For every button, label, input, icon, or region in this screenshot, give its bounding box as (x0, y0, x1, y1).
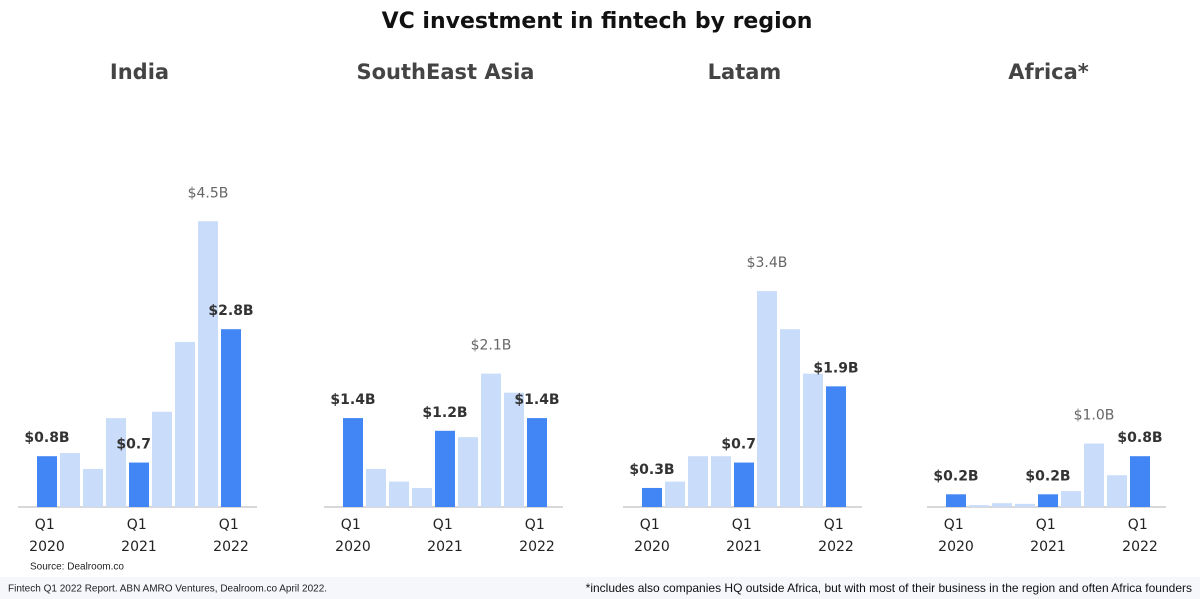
value-label: $3.4B (747, 255, 788, 271)
bar (826, 386, 846, 507)
bar (1038, 494, 1058, 507)
bar (60, 453, 80, 507)
bar (152, 411, 172, 507)
bar (969, 505, 989, 507)
footer-band (0, 577, 1200, 599)
x-tick-label: Q1 2022 (818, 517, 854, 555)
value-label: $1.4B (330, 392, 375, 408)
bar (527, 418, 547, 507)
bar (389, 481, 409, 507)
bar (665, 481, 685, 507)
bar (198, 221, 218, 507)
bar (1061, 491, 1081, 507)
panel-title: India (110, 60, 169, 84)
value-label: $1.2B (422, 405, 467, 421)
bar (1130, 456, 1150, 507)
x-tick-label: Q1 2022 (213, 517, 249, 555)
bar (343, 418, 363, 507)
bar (504, 392, 524, 507)
x-tick-label: Q1 2021 (1030, 517, 1066, 555)
bar (175, 341, 195, 507)
panel-title: SouthEast Asia (357, 60, 535, 84)
bar (37, 456, 57, 507)
value-label: $1.0B (1074, 408, 1115, 424)
bar (757, 291, 777, 507)
x-tick-label: Q1 2021 (427, 517, 463, 555)
bar (412, 487, 432, 507)
bar (734, 462, 754, 507)
bar (458, 437, 478, 507)
value-label: $2.1B (471, 338, 512, 354)
x-tick-label: Q1 2020 (29, 517, 65, 555)
bar (992, 503, 1012, 507)
bar (946, 494, 966, 507)
bar (83, 468, 103, 507)
footer: Fintech Q1 2022 Report. ABN AMRO Venture… (8, 584, 327, 595)
value-label: $0.7B (721, 437, 766, 453)
title: VC investment in fintech by region (382, 9, 813, 34)
bar (106, 418, 126, 507)
x-tick-label: Q1 2020 (938, 517, 974, 555)
value-label: $0.8B (1117, 430, 1162, 446)
bar (688, 456, 708, 507)
panel-title: Africa* (1008, 60, 1089, 84)
x-tick-label: Q1 2020 (335, 517, 371, 555)
bar (780, 329, 800, 507)
bar (642, 487, 662, 507)
bar (435, 430, 455, 507)
bar (129, 462, 149, 507)
value-label: $4.5B (188, 185, 229, 201)
bar (481, 373, 501, 507)
bar (711, 456, 731, 507)
bar (366, 468, 386, 507)
value-label: $0.2B (1025, 468, 1070, 484)
x-tick-label: Q1 2022 (1122, 517, 1158, 555)
value-label: $0.3B (629, 462, 674, 478)
x-tick-label: Q1 2022 (519, 517, 555, 555)
value-label: $2.8B (208, 303, 253, 319)
source: Source: Dealroom.co (30, 562, 124, 573)
value-label: $1.9B (813, 360, 858, 376)
value-label: $1.4B (514, 392, 559, 408)
x-tick-label: Q1 2021 (726, 517, 762, 555)
x-tick-label: Q1 2020 (634, 517, 670, 555)
x-tick-label: Q1 2021 (121, 517, 157, 555)
value-label: $0.8B (24, 430, 69, 446)
bar (803, 373, 823, 507)
bar (1015, 503, 1035, 507)
bar (1084, 443, 1104, 507)
bar (1107, 475, 1127, 507)
panel-title: Latam (708, 60, 782, 84)
footnote: *includes also companies HQ outside Afri… (586, 581, 1192, 595)
value-label: $0.7B (116, 437, 161, 453)
bar (221, 329, 241, 507)
value-label: $0.2B (933, 468, 978, 484)
